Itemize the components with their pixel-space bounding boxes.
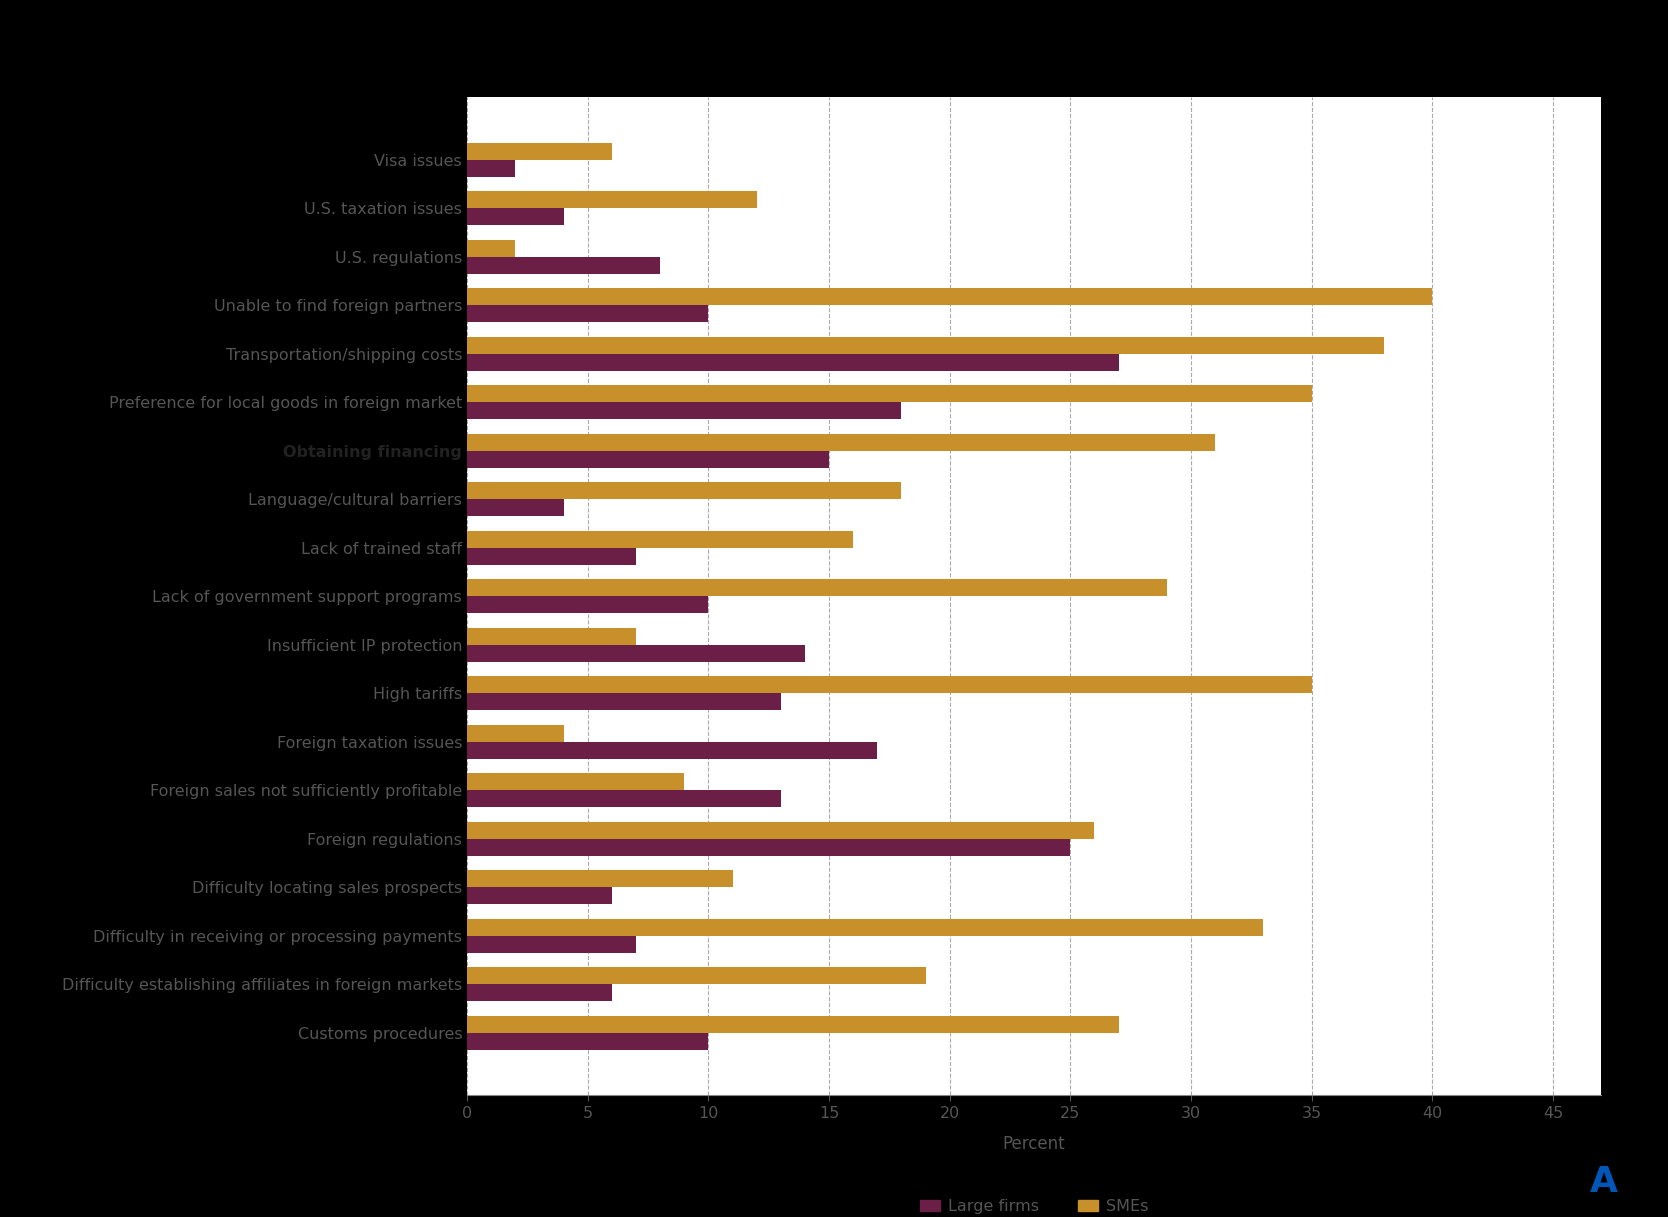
Bar [467, 645, 806, 662]
Bar [467, 1016, 1119, 1033]
Bar [467, 742, 877, 759]
Bar [467, 628, 636, 645]
Bar [467, 1033, 709, 1050]
Bar [467, 288, 1433, 305]
Bar [467, 821, 1094, 839]
Bar [467, 354, 1119, 371]
Bar [467, 968, 926, 985]
Bar [467, 790, 781, 807]
Bar [467, 450, 829, 467]
Bar [467, 208, 564, 225]
Bar [467, 919, 1263, 936]
Bar [467, 499, 564, 516]
Bar [467, 305, 709, 323]
Bar [467, 887, 612, 904]
Legend: Large firms, SMEs: Large firms, SMEs [914, 1193, 1154, 1217]
Bar [467, 579, 1168, 596]
Bar [467, 386, 1311, 403]
X-axis label: Percent: Percent [1002, 1134, 1066, 1152]
Bar [467, 774, 684, 790]
Bar [467, 482, 901, 499]
Bar [467, 337, 1384, 354]
Bar [467, 531, 852, 548]
Bar [467, 142, 612, 159]
Bar [467, 548, 636, 565]
Bar [467, 403, 901, 419]
Bar [467, 839, 1071, 856]
Bar [467, 433, 1216, 450]
Bar [467, 725, 564, 742]
Bar [467, 985, 612, 1002]
Bar [467, 677, 1311, 694]
Bar [467, 240, 515, 257]
Bar [467, 936, 636, 953]
Bar [467, 159, 515, 176]
Bar [467, 191, 757, 208]
Bar [467, 694, 781, 711]
Bar [467, 257, 661, 274]
Bar [467, 596, 709, 613]
Bar [467, 870, 732, 887]
Text: A: A [1590, 1165, 1618, 1199]
